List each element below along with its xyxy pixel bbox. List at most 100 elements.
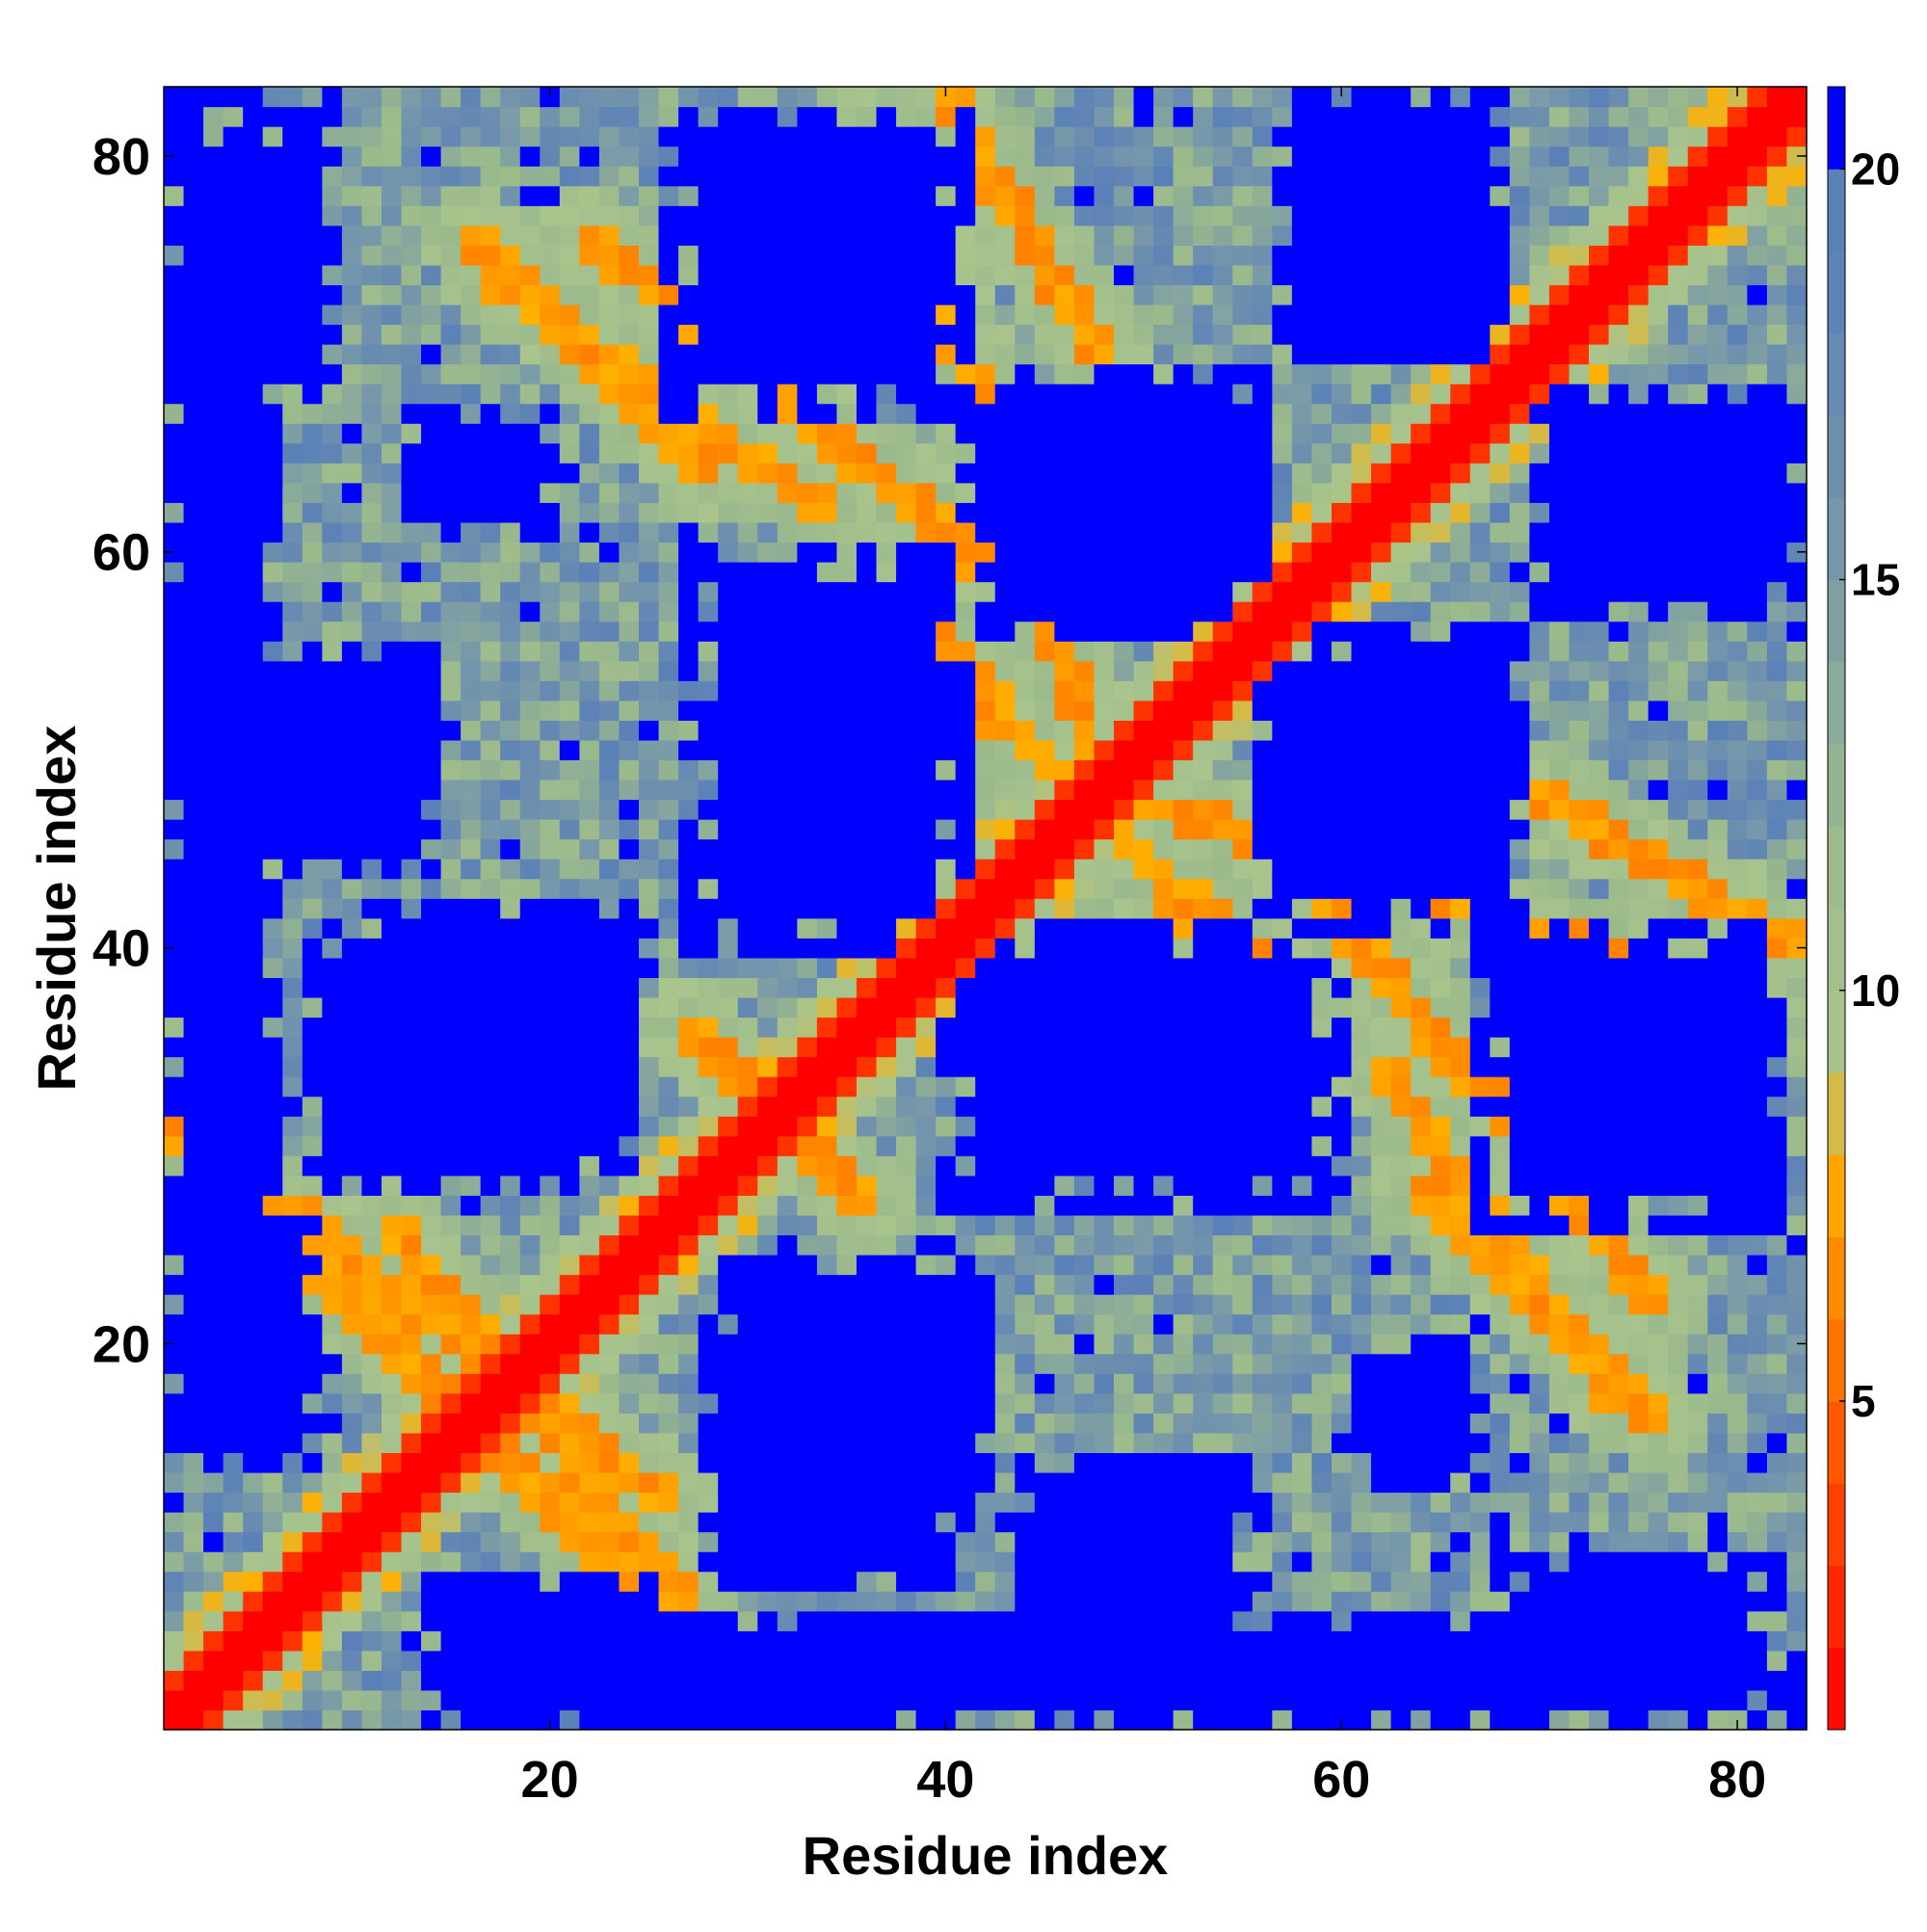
heatmap-cell bbox=[658, 898, 679, 919]
heatmap-cell bbox=[816, 601, 838, 622]
heatmap-cell bbox=[1015, 799, 1036, 820]
heatmap-cell bbox=[936, 1056, 957, 1077]
heatmap-cell bbox=[797, 1512, 818, 1533]
heatmap-cell bbox=[1212, 898, 1233, 919]
heatmap-cell bbox=[480, 700, 501, 721]
heatmap-cell bbox=[1153, 384, 1175, 405]
heatmap-cell bbox=[896, 166, 917, 187]
heatmap-cell bbox=[777, 403, 798, 424]
heatmap-cell bbox=[1015, 146, 1036, 167]
heatmap-cell bbox=[183, 819, 204, 840]
heatmap-cell bbox=[1291, 581, 1313, 602]
heatmap-cell bbox=[816, 819, 838, 840]
heatmap-cell bbox=[440, 700, 462, 721]
heatmap-cell bbox=[461, 126, 482, 147]
heatmap-cell bbox=[223, 521, 244, 543]
heatmap-cell bbox=[876, 324, 897, 345]
heatmap-cell bbox=[1272, 1452, 1293, 1473]
heatmap-cell bbox=[856, 1234, 878, 1256]
heatmap-cell bbox=[757, 1512, 779, 1533]
heatmap-cell bbox=[500, 442, 521, 463]
heatmap-cell bbox=[678, 1471, 700, 1494]
heatmap-cell bbox=[1212, 442, 1233, 463]
heatmap-cell bbox=[282, 1353, 304, 1374]
heatmap-cell bbox=[1351, 1512, 1372, 1533]
heatmap-cell bbox=[1015, 1195, 1036, 1216]
heatmap-cell bbox=[500, 384, 521, 405]
heatmap-cell bbox=[480, 581, 501, 602]
heatmap-cell bbox=[1153, 917, 1175, 939]
heatmap-cell bbox=[203, 304, 224, 326]
heatmap-cell bbox=[658, 938, 679, 959]
heatmap-cell bbox=[915, 859, 937, 880]
heatmap-cell bbox=[519, 700, 541, 721]
heatmap-cell bbox=[619, 739, 640, 761]
heatmap-cell bbox=[1193, 1709, 1214, 1731]
heatmap-cell bbox=[1133, 1670, 1154, 1691]
heatmap-cell bbox=[856, 1076, 878, 1098]
heatmap-cell bbox=[1034, 1155, 1055, 1177]
heatmap-cell bbox=[282, 304, 304, 326]
heatmap-cell bbox=[797, 1096, 818, 1117]
heatmap-cell bbox=[598, 581, 620, 602]
heatmap-cell bbox=[540, 1670, 561, 1691]
heatmap-cell bbox=[797, 562, 818, 583]
heatmap-cell bbox=[1331, 838, 1353, 860]
heatmap-cell bbox=[1291, 1591, 1313, 1612]
heatmap-cell bbox=[1015, 1512, 1036, 1533]
heatmap-cell bbox=[401, 700, 422, 721]
heatmap-cell bbox=[440, 1334, 462, 1355]
heatmap-cell bbox=[797, 1017, 818, 1038]
heatmap-cell bbox=[282, 324, 304, 345]
heatmap-cell bbox=[1015, 819, 1036, 840]
heatmap-cell bbox=[678, 779, 700, 801]
heatmap-cell bbox=[1173, 1650, 1194, 1671]
heatmap-cell bbox=[896, 482, 917, 503]
heatmap-cell bbox=[500, 1689, 521, 1711]
heatmap-cell bbox=[994, 779, 1016, 801]
heatmap-cell bbox=[322, 779, 343, 801]
heatmap-cell bbox=[1114, 1531, 1135, 1552]
heatmap-cell bbox=[243, 1670, 264, 1691]
heatmap-cell bbox=[322, 1096, 343, 1117]
heatmap-cell bbox=[361, 1214, 383, 1236]
heatmap-cell bbox=[1094, 1591, 1115, 1612]
heatmap-cell bbox=[183, 1353, 204, 1374]
heatmap-cell bbox=[1133, 996, 1154, 1019]
heatmap-cell bbox=[876, 403, 897, 424]
heatmap-cell bbox=[401, 463, 422, 484]
heatmap-cell bbox=[361, 1334, 383, 1355]
heatmap-cell bbox=[262, 957, 283, 978]
heatmap-cell bbox=[856, 1294, 878, 1315]
heatmap-cell bbox=[579, 601, 600, 622]
heatmap-cell bbox=[461, 621, 482, 642]
heatmap-cell bbox=[658, 1413, 679, 1434]
heatmap-cell bbox=[718, 1056, 739, 1077]
heatmap-cell bbox=[203, 1294, 224, 1315]
heatmap-cell bbox=[1114, 225, 1135, 246]
heatmap-cell bbox=[1114, 87, 1135, 108]
heatmap-cell bbox=[1015, 1630, 1036, 1652]
heatmap-cell bbox=[223, 878, 244, 899]
heatmap-cell bbox=[856, 384, 878, 405]
heatmap-cell bbox=[1272, 423, 1293, 444]
heatmap-cell bbox=[302, 562, 323, 583]
heatmap-cell bbox=[203, 205, 224, 226]
heatmap-cell bbox=[896, 1076, 917, 1098]
heatmap-cell bbox=[1232, 1432, 1254, 1454]
heatmap-cell bbox=[203, 442, 224, 463]
heatmap-cell bbox=[1252, 185, 1273, 206]
heatmap-cell bbox=[1073, 1334, 1095, 1355]
heatmap-cell bbox=[440, 819, 462, 840]
heatmap-cell bbox=[361, 1512, 383, 1533]
heatmap-cell bbox=[1252, 1531, 1273, 1552]
heatmap-cell bbox=[797, 996, 818, 1019]
heatmap-cell bbox=[1015, 1709, 1036, 1731]
heatmap-cell bbox=[401, 720, 422, 741]
heatmap-cell bbox=[1094, 324, 1115, 345]
heatmap-cell bbox=[1153, 502, 1175, 523]
heatmap-cell bbox=[856, 1254, 878, 1276]
heatmap-cell bbox=[262, 146, 283, 167]
heatmap-cell bbox=[936, 1037, 957, 1058]
heatmap-cell bbox=[816, 1512, 838, 1533]
